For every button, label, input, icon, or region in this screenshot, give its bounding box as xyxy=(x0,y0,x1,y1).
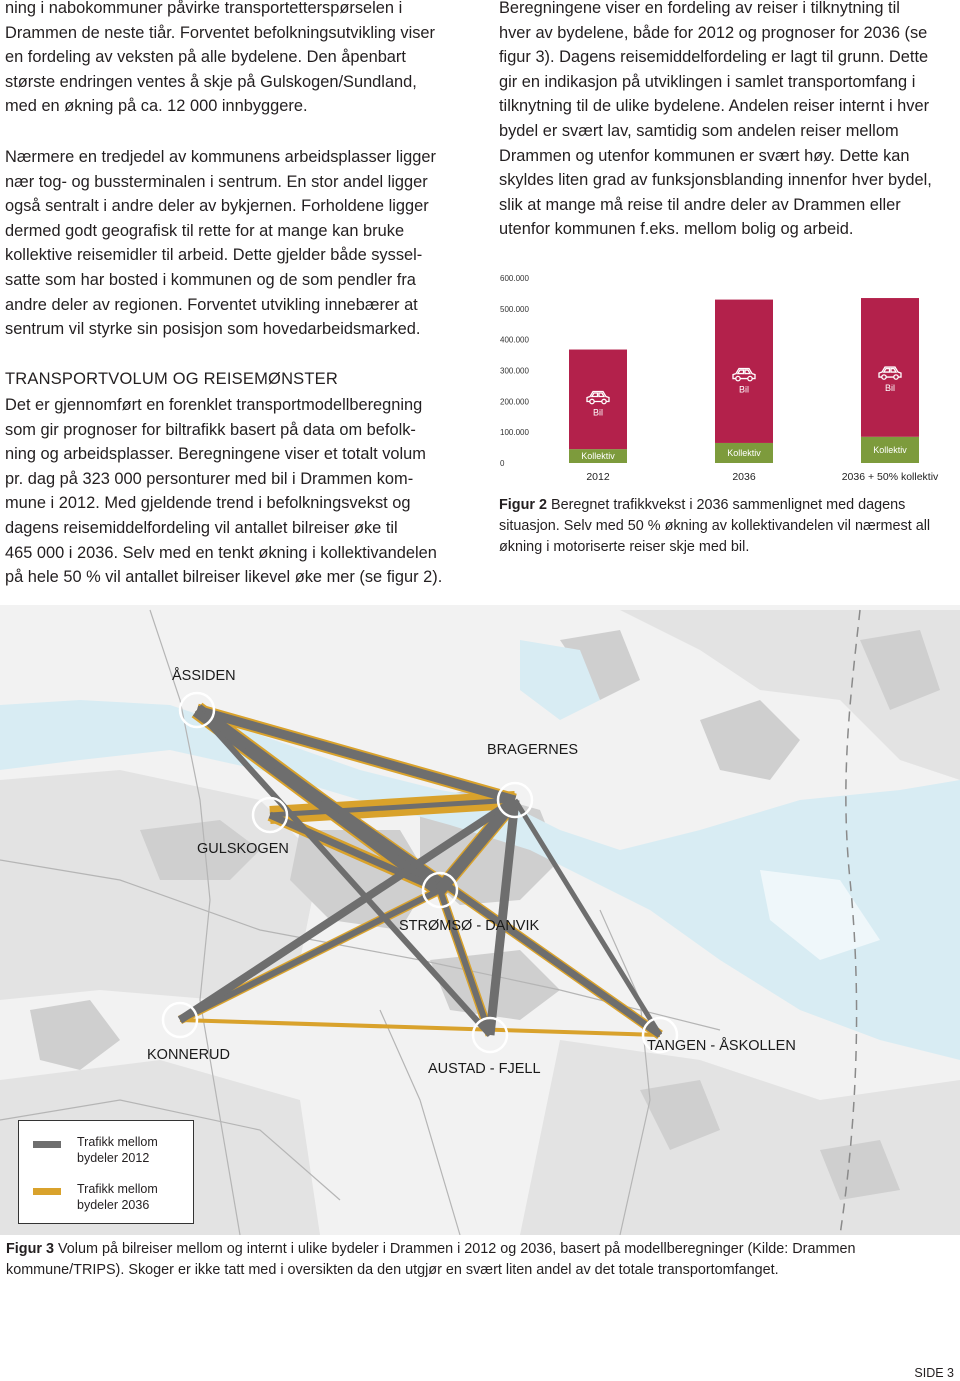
legend-text: Trafikk mellom bydeler 2012 xyxy=(77,1135,158,1165)
y-tick-label: 0 xyxy=(500,459,505,468)
car-wheel xyxy=(589,398,595,405)
segment-label: Bil xyxy=(885,383,895,393)
caption-text: Volum på bilreiser mellom og internt i u… xyxy=(6,1241,856,1278)
nodes xyxy=(161,691,679,1054)
paragraph: Nærmere en tredjedel av kommunens arbeid… xyxy=(5,148,436,339)
roads xyxy=(0,609,721,1235)
paragraph: Det er gjennomført en forenklet transpor… xyxy=(5,396,443,587)
paragraph: Beregningene viser en fordeling av reise… xyxy=(499,0,932,239)
car-body xyxy=(586,390,610,403)
bar-segment xyxy=(715,442,773,463)
flows-2012 xyxy=(177,704,663,1038)
y-tick-label: 600.000 xyxy=(500,274,529,283)
figure-caption: Figur 3 Volum på bilreiser mellom og int… xyxy=(6,1239,926,1281)
y-tick-label: 300.000 xyxy=(500,367,529,376)
y-tick-label: 400.000 xyxy=(500,336,529,345)
bar-segment xyxy=(861,436,919,463)
x-tick-label: 2012 xyxy=(586,471,610,483)
page-number: SIDE 3 xyxy=(914,1366,954,1380)
map-label: ÅSSIDEN xyxy=(172,668,236,684)
water xyxy=(0,640,960,1060)
car-window xyxy=(590,392,606,398)
x-tick-label: 2036 xyxy=(732,471,756,483)
caption-label: Figur 2 xyxy=(499,497,547,513)
x-tick-label: 2036 + 50% kollektiv xyxy=(842,471,939,483)
car-window xyxy=(882,367,898,373)
bar-segment xyxy=(569,449,627,463)
legend-swatch xyxy=(33,1188,61,1195)
map-label: BRAGERNES xyxy=(487,742,579,758)
y-tick-label: 100.000 xyxy=(500,428,529,437)
y-tick-label: 200.000 xyxy=(500,397,529,406)
car-wheel xyxy=(735,375,741,382)
car-wheel xyxy=(601,398,607,405)
car-wheel xyxy=(747,375,753,382)
car-icon xyxy=(878,366,902,380)
bar-chart: 0 100.000 200.000 300.000 400.000 500.000 600.… xyxy=(500,274,939,483)
map-legend: Trafikk mellom bydeler 2012 Trafikk mell… xyxy=(18,1120,194,1224)
segment-label: Kollektiv xyxy=(581,451,615,461)
car-icon xyxy=(732,367,756,382)
map-label: STRØMSØ - DANVIK xyxy=(399,918,540,934)
legend-text: Trafikk mellom bydeler 2036 xyxy=(77,1182,158,1212)
section-heading: TRANSPORTVOLUM OG REISEMØNSTER xyxy=(5,370,338,388)
paragraph: ning i nabokommuner påvirke transportett… xyxy=(5,0,435,116)
segment-label: Kollektiv xyxy=(727,448,761,458)
map-label: TANGEN - ÅSKOLLEN xyxy=(647,1038,796,1054)
map-label: AUSTAD - FJELL xyxy=(428,1061,541,1077)
segment-label: Kollektiv xyxy=(873,445,907,455)
figure-caption: Figur 2 Beregnet trafikkvekst i 2036 sam… xyxy=(499,495,949,558)
y-tick-label: 500.000 xyxy=(500,305,529,314)
car-body xyxy=(878,366,902,378)
segment-label: Bil xyxy=(593,408,603,418)
car-icon xyxy=(586,390,610,405)
car-wheel xyxy=(893,374,899,380)
caption-label: Figur 3 xyxy=(6,1241,54,1257)
segment-label: Bil xyxy=(739,385,749,395)
car-window xyxy=(736,369,752,375)
map-label: GULSKOGEN xyxy=(197,841,289,857)
legend-swatch xyxy=(33,1141,61,1148)
caption-text: Beregnet trafikkvekst i 2036 sammenligne… xyxy=(499,497,931,555)
map-label: KONNERUD xyxy=(147,1047,230,1063)
car-wheel xyxy=(881,374,887,380)
boundary xyxy=(839,609,861,1235)
bar-segment xyxy=(569,349,627,450)
car-body xyxy=(732,367,756,380)
